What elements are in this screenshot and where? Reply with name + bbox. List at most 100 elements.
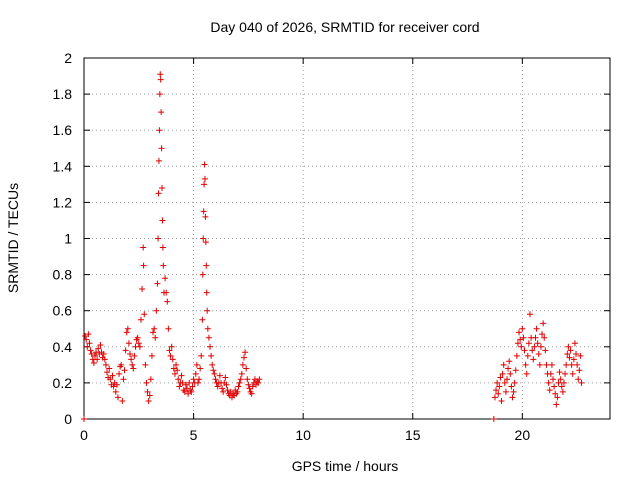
data-point [156,91,163,98]
data-point [155,190,162,197]
data-point [560,379,567,386]
data-point [159,217,166,224]
data-point [248,390,255,397]
data-point [577,352,584,359]
data-point [127,351,134,358]
data-point [171,370,178,377]
data-point [94,356,101,363]
data-point [201,161,208,168]
data-point [159,184,166,191]
data-point [88,351,95,358]
data-point [163,289,170,296]
data-point [158,145,165,152]
data-point [501,379,508,386]
data-point [516,329,523,336]
data-point [554,394,561,401]
data-point [255,379,262,386]
y-tick-label: 0.4 [53,339,73,355]
data-point [210,367,217,374]
data-point [102,361,109,368]
data-point [508,383,515,390]
data-point [566,354,573,361]
data-point [535,351,542,358]
data-point [120,376,127,383]
data-point [165,325,172,332]
data-point [557,376,564,383]
data-point [223,381,230,388]
data-point [204,307,211,314]
data-point [203,262,210,269]
data-point [140,262,147,269]
x-tick-label: 15 [405,427,421,443]
data-point [168,343,175,350]
data-point [181,388,188,395]
data-point [119,397,126,404]
data-point [497,374,504,381]
data-point [237,376,244,383]
data-point [551,383,558,390]
data-point [496,383,503,390]
x-tick-label: 10 [295,427,311,443]
data-point [499,370,506,377]
data-point [529,347,536,354]
data-point [107,376,114,383]
data-point [145,397,152,404]
data-point [146,392,153,399]
data-point [193,361,200,368]
data-point [243,365,250,372]
axis-ticks [83,57,610,420]
data-point [184,385,191,392]
data-point [525,340,532,347]
data-point [524,352,531,359]
data-point [574,361,581,368]
data-point [506,358,513,365]
y-tick-label: 1.6 [53,122,73,138]
data-point [164,298,171,305]
data-point [116,370,123,377]
data-point [110,383,117,390]
data-point [157,71,164,78]
data-point [498,397,505,404]
data-point [203,289,210,296]
data-point [212,376,219,383]
data-point [100,351,107,358]
data-point [125,340,132,347]
data-point [576,367,583,374]
data-point [530,356,537,363]
data-point [155,157,162,164]
data-point [139,286,146,293]
data-point [510,388,517,395]
data-point [95,345,102,352]
grid [84,58,610,419]
data-point [220,388,227,395]
y-tick-label: 2 [64,50,72,66]
data-point [219,385,226,392]
data-point [196,376,203,383]
x-tick-label: 5 [190,427,198,443]
data-point [128,356,135,363]
data-point [523,370,530,377]
data-point [570,356,577,363]
data-point [199,271,206,278]
data-point [532,334,539,341]
data-point [90,360,97,367]
data-point [158,109,165,116]
y-tick-label: 0.2 [53,375,73,391]
data-series [81,71,585,422]
data-point [505,365,512,372]
data-point [573,351,580,358]
data-point [565,343,572,350]
data-point [211,370,218,377]
data-point [205,334,212,341]
data-point [539,331,546,338]
data-point [520,334,527,341]
y-tick-label: 1 [64,231,72,247]
tick-labels: 00.20.40.60.811.21.41.61.820 5 10 15 20 [53,50,531,443]
data-point [142,361,149,368]
y-tick-label: 1.4 [53,158,73,174]
data-point [153,307,160,314]
data-point [541,334,548,341]
data-point [166,347,173,354]
data-point [537,343,544,350]
